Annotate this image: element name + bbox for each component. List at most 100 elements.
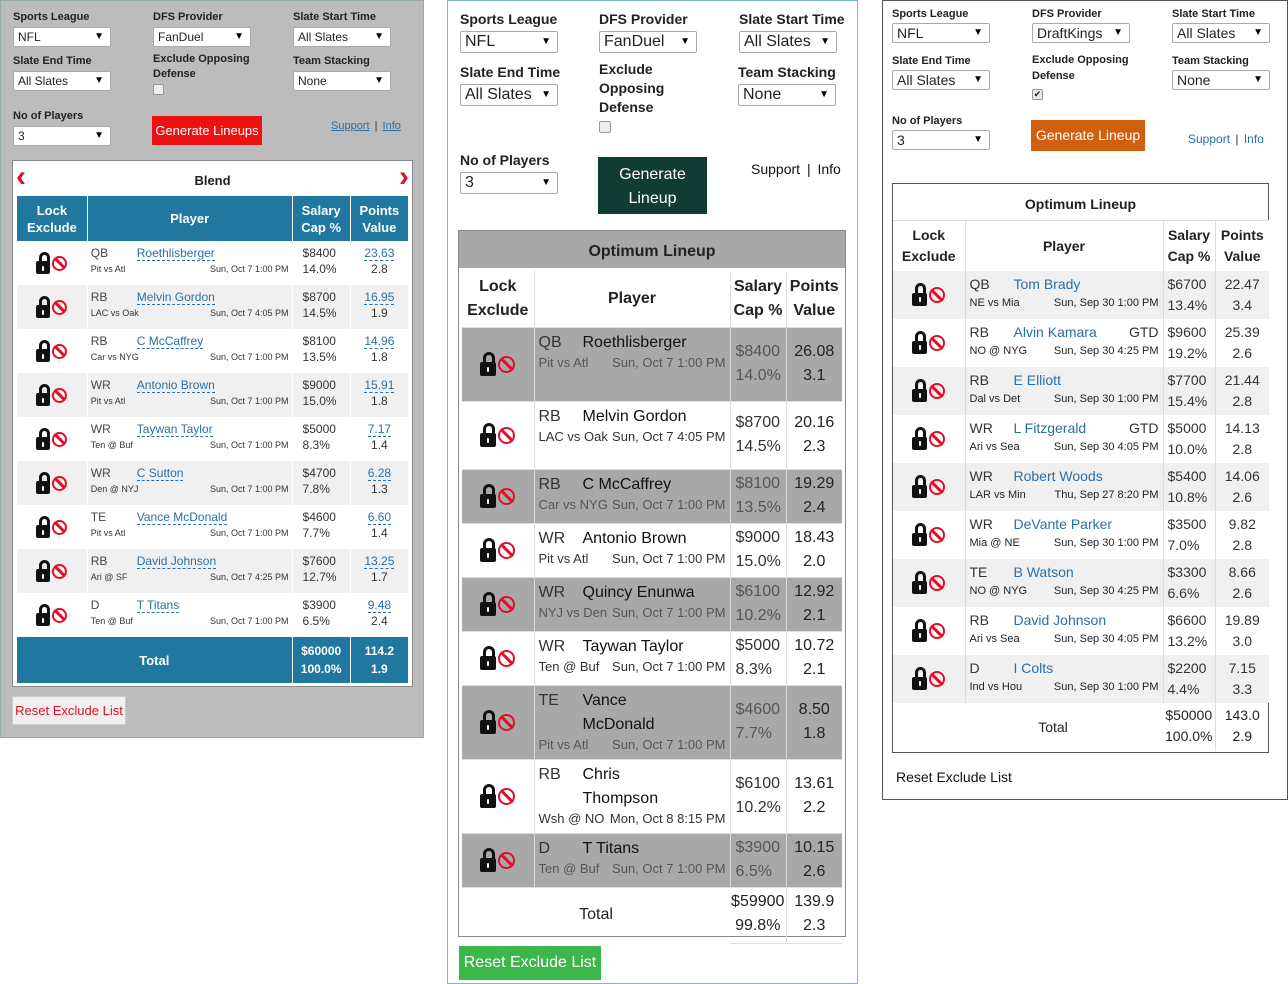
player-name-link[interactable]: Melvin Gordon bbox=[136, 290, 215, 305]
lock-icon[interactable] bbox=[912, 475, 928, 498]
exclude-icon[interactable] bbox=[52, 607, 68, 623]
lock-icon[interactable] bbox=[480, 848, 497, 872]
exclude-icon[interactable] bbox=[929, 286, 946, 303]
lock-icon[interactable] bbox=[36, 296, 51, 318]
points-link[interactable]: 6.60 bbox=[367, 510, 392, 525]
points-link[interactable]: 23.63 bbox=[364, 246, 395, 261]
points-link[interactable]: 7.17 bbox=[367, 422, 392, 437]
player-name-link[interactable]: Taywan Taylor bbox=[136, 422, 213, 437]
lock-icon[interactable] bbox=[36, 384, 51, 406]
info-link[interactable]: Info bbox=[1243, 132, 1264, 146]
slate-end-select[interactable]: All Slates ▼ bbox=[13, 71, 111, 91]
exclude-icon[interactable] bbox=[498, 595, 516, 613]
player-name-link[interactable]: Vance McDonald bbox=[136, 510, 228, 525]
exclude-icon[interactable] bbox=[929, 526, 946, 543]
exclude-icon[interactable] bbox=[498, 487, 516, 505]
player-name-link[interactable]: Antonio Brown bbox=[136, 378, 215, 393]
support-link[interactable]: Support bbox=[751, 161, 801, 177]
exclude-icon[interactable] bbox=[52, 563, 68, 579]
exclude-icon[interactable] bbox=[52, 387, 68, 403]
sports-league-select[interactable]: NFL ▼ bbox=[460, 31, 558, 53]
team-stacking-select[interactable]: None ▼ bbox=[1172, 70, 1270, 90]
generate-lineups-button[interactable]: Generate Lineups bbox=[152, 116, 262, 145]
lock-icon[interactable] bbox=[36, 340, 51, 362]
player-name-link[interactable]: I Colts bbox=[1013, 659, 1054, 676]
exclude-icon[interactable] bbox=[498, 649, 516, 667]
team-stacking-select[interactable]: None ▼ bbox=[293, 71, 391, 91]
exclude-icon[interactable] bbox=[929, 478, 946, 495]
info-link[interactable]: Info bbox=[817, 161, 841, 177]
exclude-icon[interactable] bbox=[52, 255, 68, 271]
lock-icon[interactable] bbox=[912, 571, 928, 594]
exclude-icon[interactable] bbox=[498, 541, 516, 559]
exclude-icon[interactable] bbox=[929, 430, 946, 447]
exclude-icon[interactable] bbox=[52, 299, 68, 315]
points-link[interactable]: 13.25 bbox=[364, 554, 395, 569]
slate-start-select[interactable]: All Slates ▼ bbox=[739, 31, 837, 53]
exclude-icon[interactable] bbox=[52, 343, 68, 359]
generate-lineup-button[interactable]: Generate Lineup bbox=[598, 157, 707, 214]
player-name-link[interactable]: Roethlisberger bbox=[136, 246, 215, 261]
points-link[interactable]: 15.91 bbox=[364, 378, 395, 393]
player-name-link[interactable]: C McCaffrey bbox=[136, 334, 204, 349]
slate-end-select[interactable]: All Slates ▼ bbox=[892, 70, 990, 90]
points-link[interactable]: 6.28 bbox=[367, 466, 392, 481]
support-link[interactable]: Support bbox=[1188, 132, 1231, 146]
points-link[interactable]: 9.48 bbox=[367, 598, 392, 613]
next-arrow-icon[interactable]: › bbox=[399, 160, 409, 193]
no-players-select[interactable]: 3 ▼ bbox=[460, 172, 558, 194]
player-name-link[interactable]: Robert Woods bbox=[1013, 467, 1103, 484]
no-players-select[interactable]: 3 ▼ bbox=[892, 130, 990, 150]
lock-icon[interactable] bbox=[912, 667, 928, 690]
reset-exclude-button[interactable]: Reset Exclude List bbox=[896, 769, 1012, 785]
exclude-icon[interactable] bbox=[52, 431, 68, 447]
exclude-opposing-checkbox[interactable] bbox=[599, 121, 611, 133]
exclude-icon[interactable] bbox=[52, 475, 68, 491]
lock-icon[interactable] bbox=[480, 710, 497, 734]
player-name-link[interactable]: Alvin Kamara bbox=[1013, 323, 1097, 340]
player-name-link[interactable]: T Titans bbox=[136, 598, 180, 613]
player-name-link[interactable]: C Sutton bbox=[136, 466, 184, 481]
exclude-icon[interactable] bbox=[929, 574, 946, 591]
exclude-icon[interactable] bbox=[498, 355, 516, 373]
lock-icon[interactable] bbox=[480, 352, 497, 376]
dfs-provider-select[interactable]: FanDuel ▼ bbox=[153, 27, 251, 47]
lock-icon[interactable] bbox=[480, 538, 497, 562]
sports-league-select[interactable]: NFL ▼ bbox=[892, 23, 990, 43]
exclude-icon[interactable] bbox=[929, 382, 946, 399]
exclude-icon[interactable] bbox=[929, 622, 946, 639]
dfs-provider-select[interactable]: DraftKings ▼ bbox=[1032, 23, 1130, 43]
slate-start-select[interactable]: All Slates ▼ bbox=[293, 27, 391, 47]
points-link[interactable]: 14.96 bbox=[364, 334, 395, 349]
player-name-link[interactable]: David Johnson bbox=[1013, 611, 1107, 628]
lock-icon[interactable] bbox=[480, 423, 497, 447]
player-name-link[interactable]: B Watson bbox=[1013, 563, 1074, 580]
team-stacking-select[interactable]: None ▼ bbox=[738, 84, 836, 106]
lock-icon[interactable] bbox=[36, 516, 51, 538]
support-link[interactable]: Support bbox=[331, 120, 370, 132]
reset-exclude-button[interactable]: Reset Exclude List bbox=[459, 946, 601, 980]
player-name-link[interactable]: DeVante Parker bbox=[1013, 515, 1113, 532]
lock-icon[interactable] bbox=[480, 784, 497, 808]
exclude-opposing-checkbox[interactable]: ✔ bbox=[1032, 89, 1043, 100]
lock-icon[interactable] bbox=[912, 379, 928, 402]
exclude-icon[interactable] bbox=[929, 670, 946, 687]
player-name-link[interactable]: L Fitzgerald bbox=[1013, 419, 1087, 436]
exclude-icon[interactable] bbox=[498, 851, 516, 869]
lock-icon[interactable] bbox=[480, 484, 497, 508]
lock-icon[interactable] bbox=[36, 252, 51, 274]
lock-icon[interactable] bbox=[36, 472, 51, 494]
exclude-opposing-checkbox[interactable] bbox=[153, 84, 164, 95]
reset-exclude-button[interactable]: Reset Exclude List bbox=[12, 696, 126, 725]
no-players-select[interactable]: 3 ▼ bbox=[13, 126, 111, 146]
lock-icon[interactable] bbox=[912, 619, 928, 642]
lock-icon[interactable] bbox=[912, 331, 928, 354]
player-name-link[interactable]: Tom Brady bbox=[1013, 275, 1081, 292]
generate-lineup-button[interactable]: Generate Lineup bbox=[1031, 120, 1145, 151]
lock-icon[interactable] bbox=[36, 428, 51, 450]
player-name-link[interactable]: David Johnson bbox=[136, 554, 217, 569]
lock-icon[interactable] bbox=[912, 283, 928, 306]
info-link[interactable]: Info bbox=[382, 120, 401, 132]
lock-icon[interactable] bbox=[480, 592, 497, 616]
slate-start-select[interactable]: All Slates ▼ bbox=[1172, 23, 1270, 43]
